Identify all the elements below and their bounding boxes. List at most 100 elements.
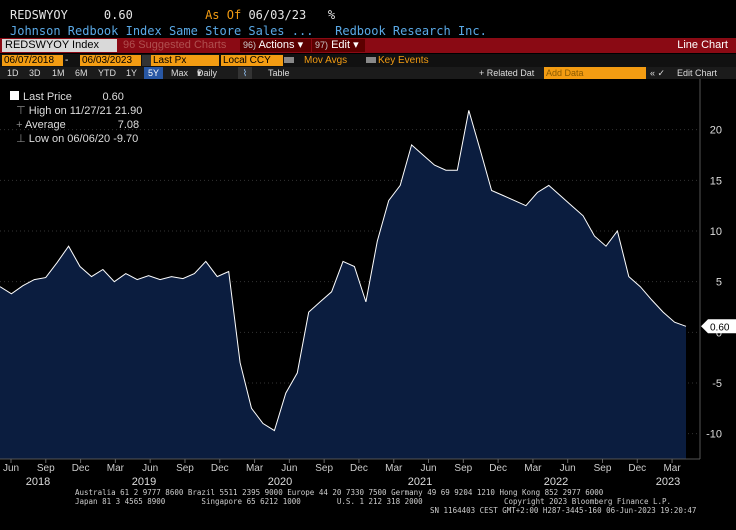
related-data-button[interactable]: + Related Dat <box>479 68 535 78</box>
last-value: 0.60 <box>103 8 133 22</box>
last-price-marker: 0.60 <box>701 319 736 334</box>
x-tick-label: Mar <box>385 463 403 474</box>
view-title: Line Chart <box>677 39 728 51</box>
x-tick-label: Jun <box>420 463 436 474</box>
legend-average: + Average 7.08 <box>10 119 140 131</box>
key-events-checkbox[interactable] <box>366 57 376 63</box>
y-tick-label: -5 <box>712 378 722 390</box>
start-date-field[interactable]: 06/07/2018 <box>2 55 63 66</box>
x-tick-label: Sep <box>176 463 194 474</box>
security-field[interactable]: REDSWYOY Index <box>2 39 117 52</box>
controls-bar: 06/07/2018 - 06/03/2023 Last Px Local CC… <box>0 54 736 67</box>
x-tick-label: Jun <box>3 463 19 474</box>
legend-high: ⊤ High on 11/27/21 21.90 <box>10 105 143 117</box>
y-tick-label: 15 <box>710 175 722 187</box>
y-tick-label: -10 <box>706 429 722 441</box>
table-button[interactable]: Table <box>268 68 290 78</box>
suggested-charts-button[interactable]: 96 Suggested Charts <box>123 39 227 51</box>
x-tick-label: Dec <box>350 463 368 474</box>
x-tick-label: Dec <box>489 463 507 474</box>
footer-line-3: SN 1164403 CEST GMT+2:00 H287-3445-160 0… <box>430 506 697 515</box>
actions-num: 96) <box>243 40 257 50</box>
x-tick-label: Mar <box>524 463 542 474</box>
period-1y[interactable]: 1Y <box>126 68 138 78</box>
period-bar: 1D 3D 1M 6M YTD 1Y 5Y Max Daily ▾ ⌇ Tabl… <box>0 67 736 79</box>
x-axis-years: 2018 2019 2020 2021 2022 2023 <box>26 476 680 488</box>
period-5y[interactable]: 5Y <box>144 67 164 79</box>
actions-label: Actions <box>258 39 295 51</box>
x-tick-label: Dec <box>72 463 90 474</box>
legend-high-value: 21.90 <box>114 105 143 117</box>
y-tick-label: 0 <box>716 327 722 339</box>
footer-line-2: Japan 81 3 4565 8900 Singapore 65 6212 1… <box>75 497 672 506</box>
last-price-swatch <box>10 91 19 100</box>
legend-last-price: Last Price 0.60 <box>10 90 142 104</box>
date-separator: - <box>65 55 69 66</box>
security-description: Johnson Redbook Index Same Store Sales .… <box>10 24 314 38</box>
x-tick-label: Dec <box>628 463 646 474</box>
pct-sign: % <box>327 8 336 22</box>
legend-low-label: Low on 06/06/20 <box>28 133 111 145</box>
x-tick-label: Mar <box>246 463 264 474</box>
x-year-label: 2019 <box>132 476 156 488</box>
currency-select[interactable]: Local CCY <box>221 55 283 66</box>
legend-low-value: -9.70 <box>113 133 139 145</box>
footer-line-1: Australia 61 2 9777 8600 Brazil 5511 239… <box>75 488 604 497</box>
x-year-label: 2018 <box>26 476 50 488</box>
last-price-tag <box>701 319 736 334</box>
description-line: Johnson Redbook Index Same Store Sales .… <box>10 24 487 38</box>
ticker: REDSWYOY <box>10 8 68 22</box>
period-3d[interactable]: 3D <box>29 68 41 78</box>
as-of-label: As Of <box>205 8 242 22</box>
y-tick-label: 5 <box>716 277 722 289</box>
y-tick-label: 20 <box>710 125 722 137</box>
frequency-select[interactable]: Daily ▾ <box>197 68 218 78</box>
field-select[interactable]: Last Px <box>151 55 219 66</box>
x-tick-label: Sep <box>594 463 612 474</box>
nav-arrows-icon[interactable]: « ✓ <box>650 68 666 78</box>
calendar-icon[interactable] <box>142 55 152 66</box>
period-1m[interactable]: 1M <box>52 68 65 78</box>
x-year-label: 2023 <box>656 476 680 488</box>
add-data-input[interactable]: Add Data <box>544 67 646 79</box>
x-tick-label: Dec <box>211 463 229 474</box>
frequency-label: Daily <box>197 68 218 78</box>
x-tick-label: Sep <box>454 463 472 474</box>
legend-average-label: Average <box>25 119 66 131</box>
key-events-label[interactable]: Key Events <box>378 55 429 66</box>
edit-num: 97) <box>315 40 329 50</box>
mov-avgs-checkbox[interactable] <box>284 57 294 63</box>
x-tick-label: Mar <box>107 463 125 474</box>
x-tick-label: Sep <box>315 463 333 474</box>
last-price-text: 0.60 <box>710 322 730 333</box>
period-1d[interactable]: 1D <box>7 68 19 78</box>
legend: Last Price 0.60 ⊤ High on 11/27/21 21.90… <box>10 90 142 146</box>
legend-last-label: Last Price <box>23 91 72 103</box>
toolbar: REDSWYOY Index 96 Suggested Charts 96) A… <box>0 38 736 53</box>
x-tick-label: Jun <box>281 463 297 474</box>
x-tick-label: Mar <box>663 463 681 474</box>
as-of-date: 06/03/23 <box>248 8 307 22</box>
legend-average-value: 7.08 <box>117 119 140 131</box>
x-tick-label: Sep <box>37 463 55 474</box>
x-year-label: 2020 <box>268 476 292 488</box>
edit-menu[interactable]: 97) Edit ▾ <box>312 39 365 52</box>
end-date-field[interactable]: 06/03/2023 <box>80 55 141 66</box>
chart-area[interactable]: -10 -5 0 5 10 15 20 0.60 Jun Sep Dec Mar Jun Sep Dec… <box>0 79 736 489</box>
period-max[interactable]: Max <box>171 68 189 78</box>
x-axis-ticks: Jun Sep Dec Mar Jun Sep Dec Mar Jun Sep Dec Mar Jun S… <box>3 459 681 474</box>
mov-avgs-label[interactable]: Mov Avgs <box>304 55 348 66</box>
title-line: REDSWYOY 0.60 As Of 06/03/23 % <box>10 8 335 22</box>
period-ytd[interactable]: YTD <box>98 68 116 78</box>
edit-chart-button[interactable]: Edit Chart <box>677 68 718 78</box>
x-tick-label: Jun <box>560 463 576 474</box>
legend-high-label: High on 11/27/21 <box>28 105 112 117</box>
x-year-label: 2022 <box>544 476 568 488</box>
actions-menu[interactable]: 96) Actions ▾ <box>240 39 311 52</box>
line-chart-icon[interactable]: ⌇ <box>238 67 252 79</box>
y-axis-ticks: -10 -5 0 5 10 15 20 <box>706 125 722 441</box>
price-line <box>0 110 687 432</box>
legend-low: ⊥ Low on 06/06/20 -9.70 <box>10 133 139 145</box>
edit-label: Edit <box>331 39 351 51</box>
period-6m[interactable]: 6M <box>75 68 88 78</box>
